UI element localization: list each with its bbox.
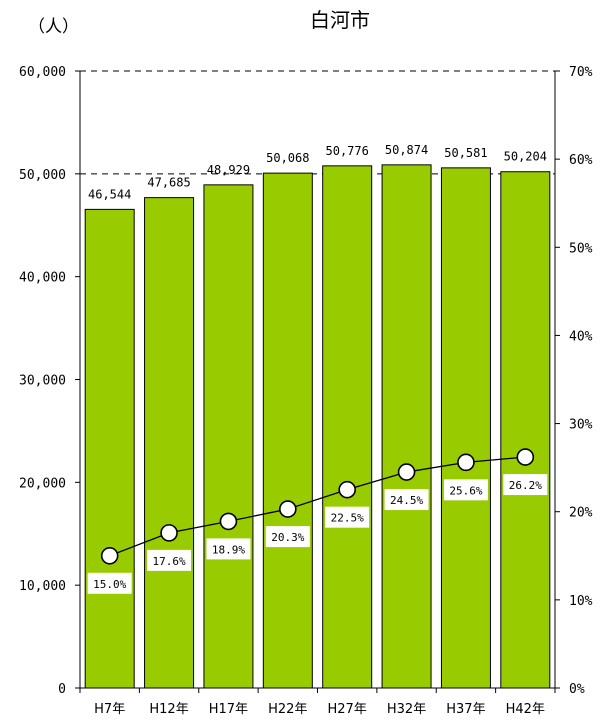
percentage-label-box-0 bbox=[87, 572, 132, 594]
bar-4 bbox=[322, 165, 373, 689]
category-label-7: H42年 bbox=[506, 702, 545, 717]
percentage-label-box-6 bbox=[443, 479, 488, 501]
bar-value-label-6: 50,581 bbox=[444, 146, 487, 160]
percentage-label-2: 18.9% bbox=[212, 543, 245, 556]
percentage-label-7: 26.2% bbox=[509, 479, 542, 492]
percentage-point-3 bbox=[279, 500, 297, 518]
bar-0 bbox=[84, 208, 135, 689]
percentage-label-box-5 bbox=[384, 489, 429, 511]
bar-value-label-2: 48,929 bbox=[207, 163, 250, 177]
category-label-5: H32年 bbox=[387, 702, 426, 717]
percentage-label-box-3 bbox=[265, 526, 310, 548]
left-tick-label-6: 60,000 bbox=[19, 65, 66, 80]
left-tick-label-0: 0 bbox=[58, 682, 66, 697]
right-tick-label-1: 10% bbox=[569, 594, 593, 609]
category-label-3: H22年 bbox=[268, 702, 307, 717]
percentage-label-6: 25.6% bbox=[449, 484, 482, 497]
percentage-label-5: 24.5% bbox=[390, 494, 423, 507]
percentage-label-3: 20.3% bbox=[271, 531, 304, 544]
bar-value-label-7: 50,204 bbox=[504, 150, 547, 164]
right-tick-label-4: 40% bbox=[569, 329, 593, 344]
category-label-4: H27年 bbox=[328, 702, 367, 717]
bar-2 bbox=[203, 184, 254, 689]
percentage-point-1 bbox=[160, 524, 178, 542]
bar-value-label-1: 47,685 bbox=[147, 176, 190, 190]
percentage-point-6 bbox=[457, 453, 475, 472]
percentage-point-4 bbox=[338, 480, 356, 499]
left-tick-label-3: 30,000 bbox=[19, 374, 66, 389]
bar-6 bbox=[440, 167, 491, 689]
right-tick-label-5: 50% bbox=[569, 241, 593, 256]
bar-value-label-5: 50,874 bbox=[385, 143, 428, 157]
bar-value-label-4: 50,776 bbox=[326, 144, 369, 158]
category-label-0: H7年 bbox=[94, 702, 125, 717]
right-axis-ticks: 0% 10% 20% 30% 40% 50% 60% 70% bbox=[555, 65, 593, 697]
category-label-1: H12年 bbox=[149, 702, 188, 717]
percentage-label-box-7 bbox=[503, 474, 548, 496]
percentage-label-0: 15.0% bbox=[93, 578, 126, 591]
y-axis-unit-label: （人） bbox=[28, 17, 79, 37]
percentage-label-box-2 bbox=[206, 538, 251, 560]
percentage-label-1: 17.6% bbox=[153, 555, 186, 568]
right-tick-label-7: 70% bbox=[569, 65, 593, 80]
bar-3 bbox=[262, 172, 313, 689]
left-tick-label-2: 20,000 bbox=[19, 476, 66, 491]
bar-value-labels: 46,544 47,685 48,929 50,068 50,776 50,874 50,5… bbox=[88, 143, 547, 202]
category-label-6: H37年 bbox=[446, 702, 485, 717]
percentage-point-0 bbox=[100, 546, 119, 565]
bar-series bbox=[84, 164, 551, 689]
right-tick-label-0: 0% bbox=[569, 682, 585, 697]
percentage-point-7 bbox=[516, 448, 535, 466]
percentage-label-box-1 bbox=[147, 549, 192, 571]
right-tick-label-3: 30% bbox=[569, 418, 593, 433]
percentage-label-box-4 bbox=[325, 506, 370, 528]
percentage-point-2 bbox=[219, 512, 238, 531]
percentage-line bbox=[109, 456, 526, 557]
percentage-line-series: 15.0% 17.6% 18.9% 20.3% 22.5% 24.5% 25.6% 26.2% bbox=[87, 448, 548, 594]
bar-5 bbox=[381, 164, 432, 689]
bar-1 bbox=[144, 197, 195, 689]
bar-value-label-3: 50,068 bbox=[266, 151, 309, 165]
bar-value-label-0: 46,544 bbox=[88, 187, 131, 201]
gridlines bbox=[80, 70, 555, 175]
percentage-point-5 bbox=[397, 463, 416, 481]
right-tick-label-6: 60% bbox=[569, 153, 593, 168]
category-labels: H7年 H12年 H17年 H22年 H27年 H32年 H37年 H42年 bbox=[79, 688, 556, 717]
right-tick-label-2: 20% bbox=[569, 506, 593, 521]
category-label-2: H17年 bbox=[209, 702, 248, 717]
left-tick-label-1: 10,000 bbox=[19, 579, 66, 594]
left-tick-label-5: 50,000 bbox=[19, 168, 66, 183]
left-axis-ticks: 0 10,000 20,000 30,000 40,000 50,000 60,000 bbox=[19, 65, 80, 697]
bar-7 bbox=[500, 171, 551, 689]
left-tick-label-4: 40,000 bbox=[19, 271, 66, 286]
percentage-label-4: 22.5% bbox=[331, 512, 364, 525]
chart-title: 白河市 bbox=[310, 8, 370, 32]
